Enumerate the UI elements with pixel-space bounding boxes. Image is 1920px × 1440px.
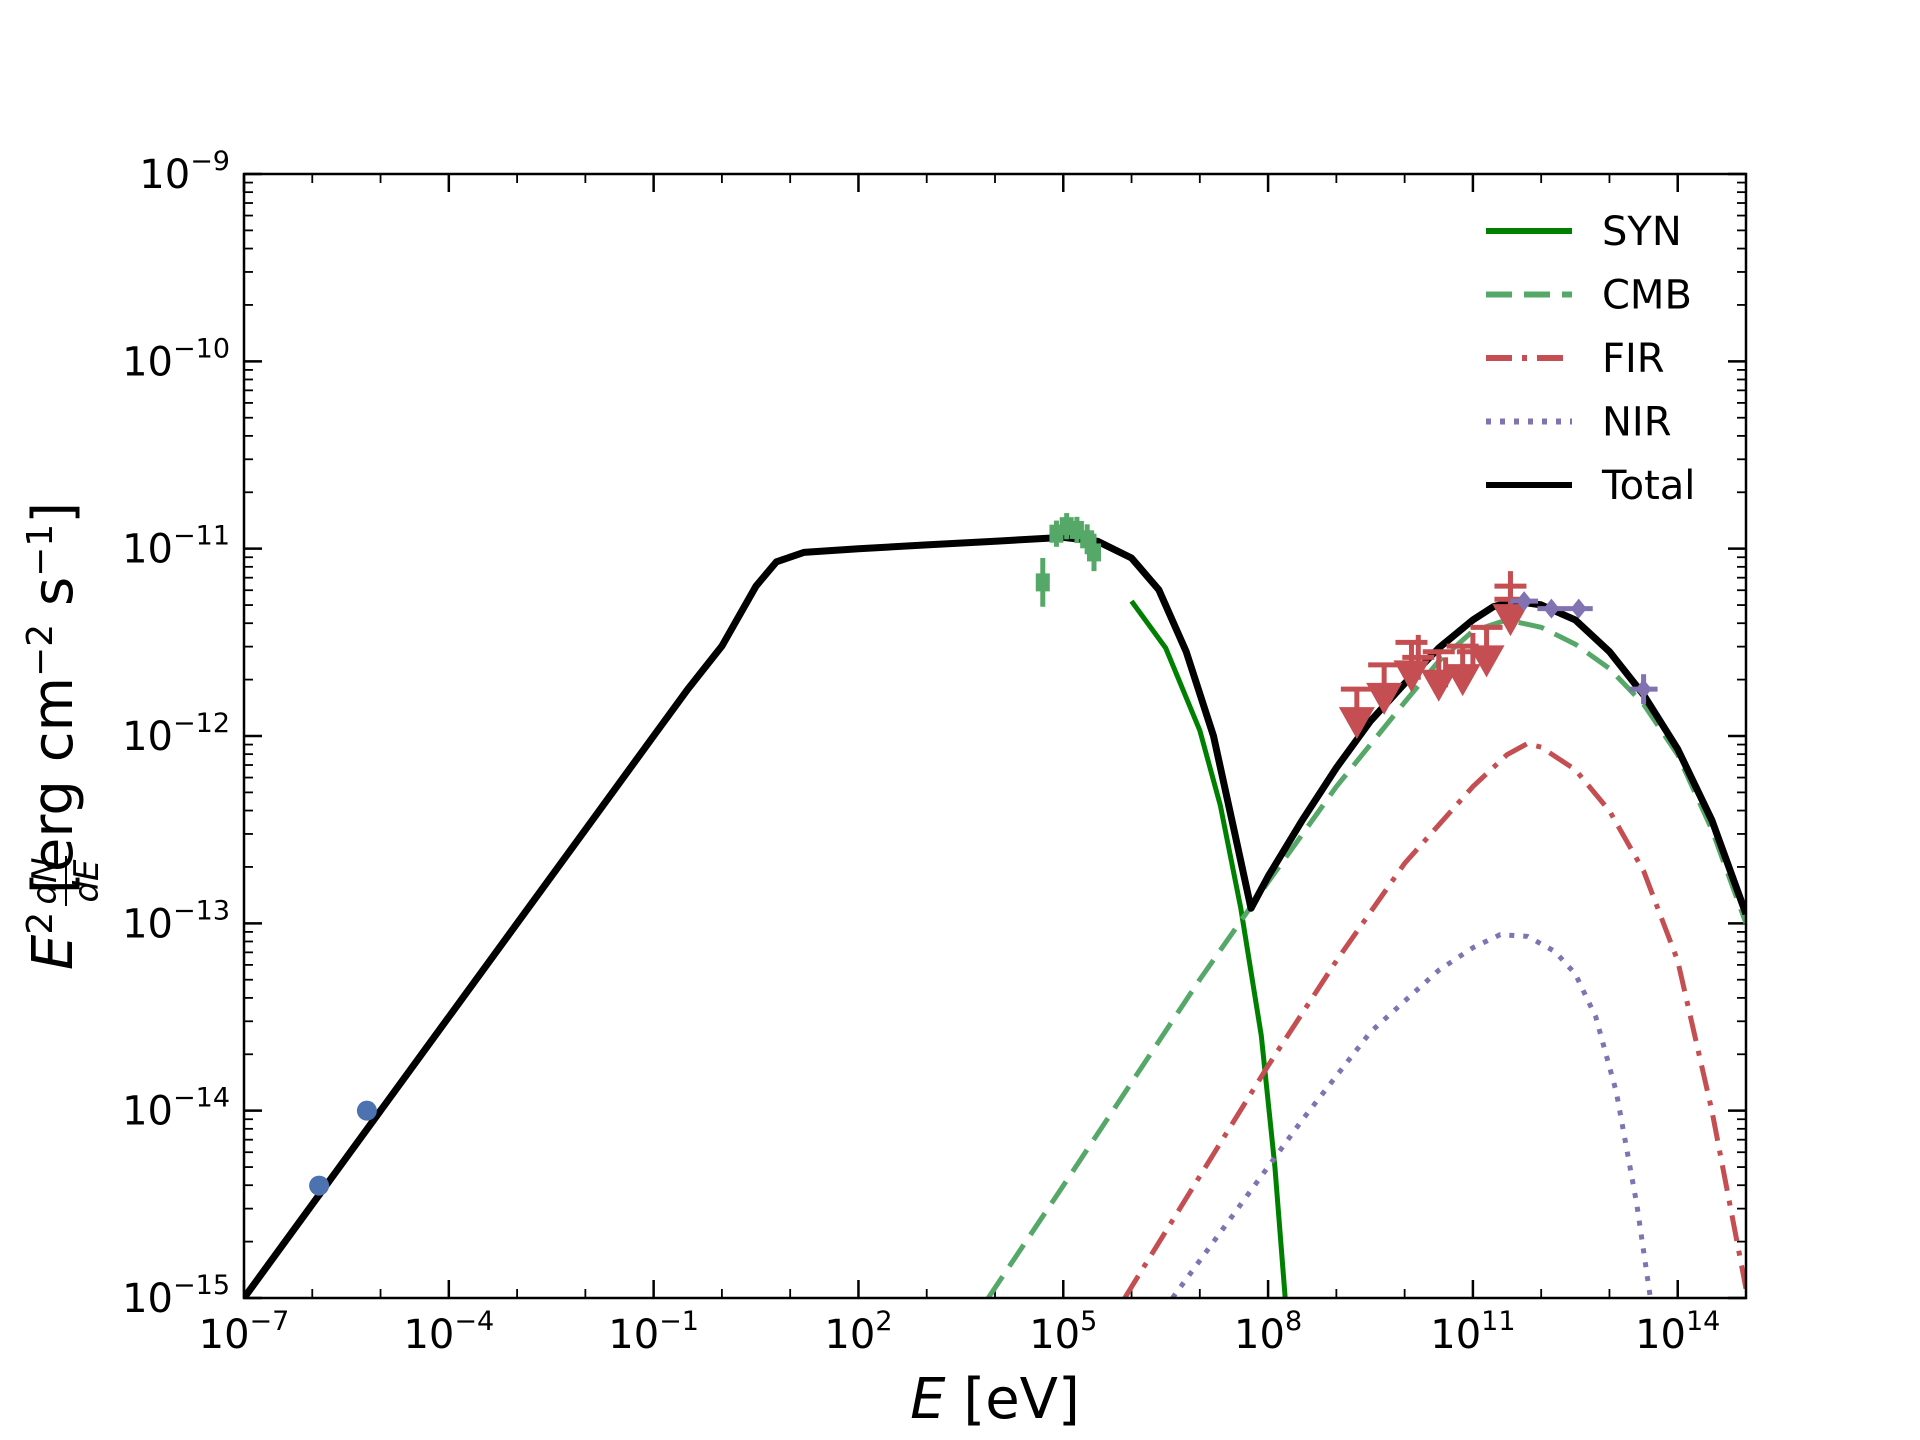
y-tick-label: 10−11 <box>122 521 230 573</box>
axis-ticks <box>242 172 1747 1300</box>
x-ray-point <box>1086 533 1101 572</box>
x-axis-label: E [eV] <box>910 1367 1080 1432</box>
series-cmb-line <box>986 617 1746 1298</box>
x-tick-label: 10−7 <box>199 1306 290 1358</box>
legend: SYN CMB FIR NIR Total <box>1486 209 1695 509</box>
model-curves <box>244 533 1746 1298</box>
series-total-line <box>244 533 1746 1298</box>
series-syn-line <box>1129 599 1288 1298</box>
legend-label-fir: FIR <box>1602 336 1665 382</box>
x-tick-label: 1011 <box>1430 1306 1515 1358</box>
upper-limits-point <box>1366 662 1403 715</box>
legend-label-cmb: CMB <box>1602 273 1692 319</box>
x-tick-label: 10−1 <box>608 1306 699 1358</box>
legend-label-nir: NIR <box>1602 400 1672 446</box>
series-fir-line <box>1122 741 1746 1298</box>
y-tick-label: 10−10 <box>122 333 230 385</box>
x-tick-label: 102 <box>824 1306 892 1358</box>
x-tick-labels: 10−7 10−4 10−1 102 105 108 1011 1014 <box>199 1306 1721 1358</box>
y-tick-label: 10−12 <box>122 708 230 760</box>
x-tick-label: 10−4 <box>403 1306 494 1358</box>
y-tick-label: 10−14 <box>122 1083 230 1135</box>
gev-point <box>1402 634 1435 680</box>
gev-point <box>1429 657 1462 688</box>
tev-point <box>1564 598 1593 619</box>
plot-frame <box>242 172 1748 1300</box>
x-tick-label: 105 <box>1029 1306 1097 1358</box>
radio-point <box>309 1175 330 1196</box>
legend-label-total: Total <box>1601 463 1695 509</box>
tev-point <box>1510 591 1539 612</box>
svg-text:dN: dN <box>25 857 65 904</box>
svg-text:E2 [erg cm−2 s−1]: E2 [erg cm−2 s−1] <box>20 502 86 970</box>
tev-point <box>1629 674 1658 705</box>
y-tick-labels: 10−15 10−14 10−13 10−12 10−11 10−10 10−9 <box>122 146 230 1322</box>
y-tick-label: 10−15 <box>122 1270 230 1322</box>
legend-label-syn: SYN <box>1602 209 1682 255</box>
gev-point <box>1456 632 1489 671</box>
tev-point <box>1537 598 1566 619</box>
radio-point <box>356 1100 377 1121</box>
x-tick-label: 108 <box>1234 1306 1302 1358</box>
series-nir-line <box>1170 932 1653 1298</box>
x-ray-point <box>1035 558 1050 607</box>
upper-limits-point <box>1338 686 1375 740</box>
y-tick-label: 10−9 <box>139 146 230 198</box>
x-tick-label: 1014 <box>1635 1306 1720 1358</box>
y-tick-label: 10−13 <box>122 895 230 947</box>
observed-data <box>309 513 1658 1196</box>
svg-text:dE: dE <box>67 859 107 903</box>
y-axis-label: E2 [erg cm−2 s−1] dN dE <box>20 502 107 970</box>
